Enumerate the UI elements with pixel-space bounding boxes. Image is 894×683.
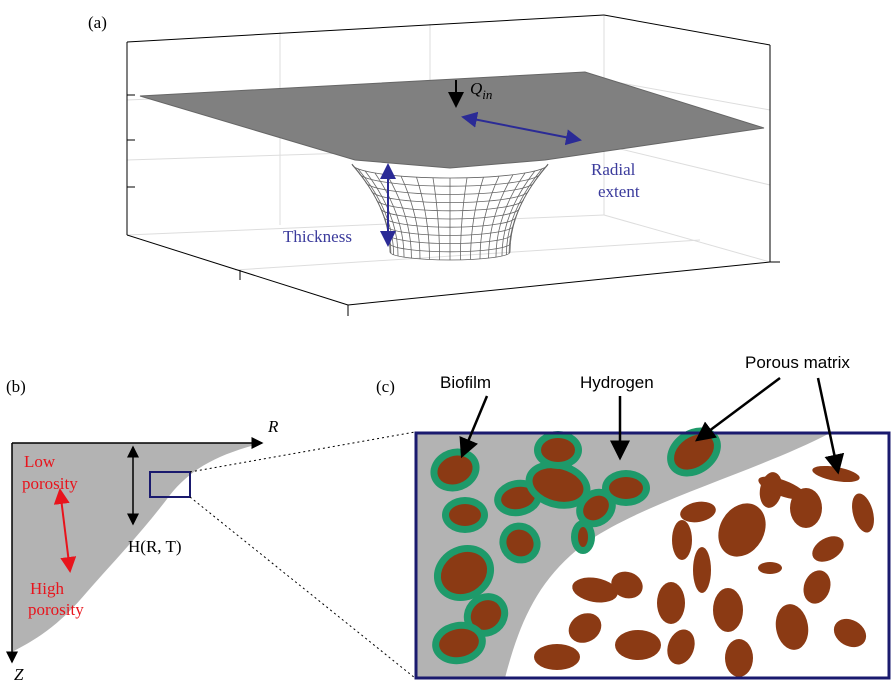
zoom-line <box>190 497 415 678</box>
grain <box>541 438 575 462</box>
porosity-label: High <box>30 579 65 598</box>
grain <box>725 639 753 677</box>
grain <box>713 588 743 632</box>
panel-label: (b) <box>6 377 26 396</box>
porosity-label: porosity <box>28 600 84 619</box>
callout: Hydrogen <box>580 373 654 392</box>
callout: Porous matrix <box>745 353 850 372</box>
flux-symbol: Q <box>470 79 482 98</box>
radial-label: Radial <box>591 160 636 179</box>
panel-c: (c) Biofilm Hydrogen Porous matrix <box>376 353 889 678</box>
grain <box>615 630 661 660</box>
z-label: Z <box>14 665 24 683</box>
panel-a: (a) Qin Radial extent Thickness <box>88 13 780 316</box>
grain <box>672 520 692 560</box>
grain <box>657 582 685 624</box>
figure: (a) Qin Radial extent Thickness (b) R Z … <box>0 0 894 683</box>
grain <box>790 488 822 528</box>
thickness-label: Thickness <box>283 227 352 246</box>
funnel <box>352 164 548 260</box>
grain <box>758 562 782 574</box>
grain <box>534 644 580 670</box>
panel-label: (a) <box>88 13 107 32</box>
surface <box>140 72 764 168</box>
porosity-label: Low <box>24 452 56 471</box>
flux-subscript: in <box>482 87 492 102</box>
porosity-label: porosity <box>22 474 78 493</box>
panel-b: (b) R Z H(R, T) Low porosity High porosi… <box>6 377 415 683</box>
grain <box>693 547 711 593</box>
r-label: R <box>267 417 279 436</box>
panel-label: (c) <box>376 377 395 396</box>
grain <box>578 527 588 547</box>
height-label: H(R, T) <box>128 537 182 556</box>
grain <box>609 477 643 499</box>
callout: Biofilm <box>440 373 491 392</box>
grain <box>449 504 481 526</box>
radial-label: extent <box>598 182 640 201</box>
